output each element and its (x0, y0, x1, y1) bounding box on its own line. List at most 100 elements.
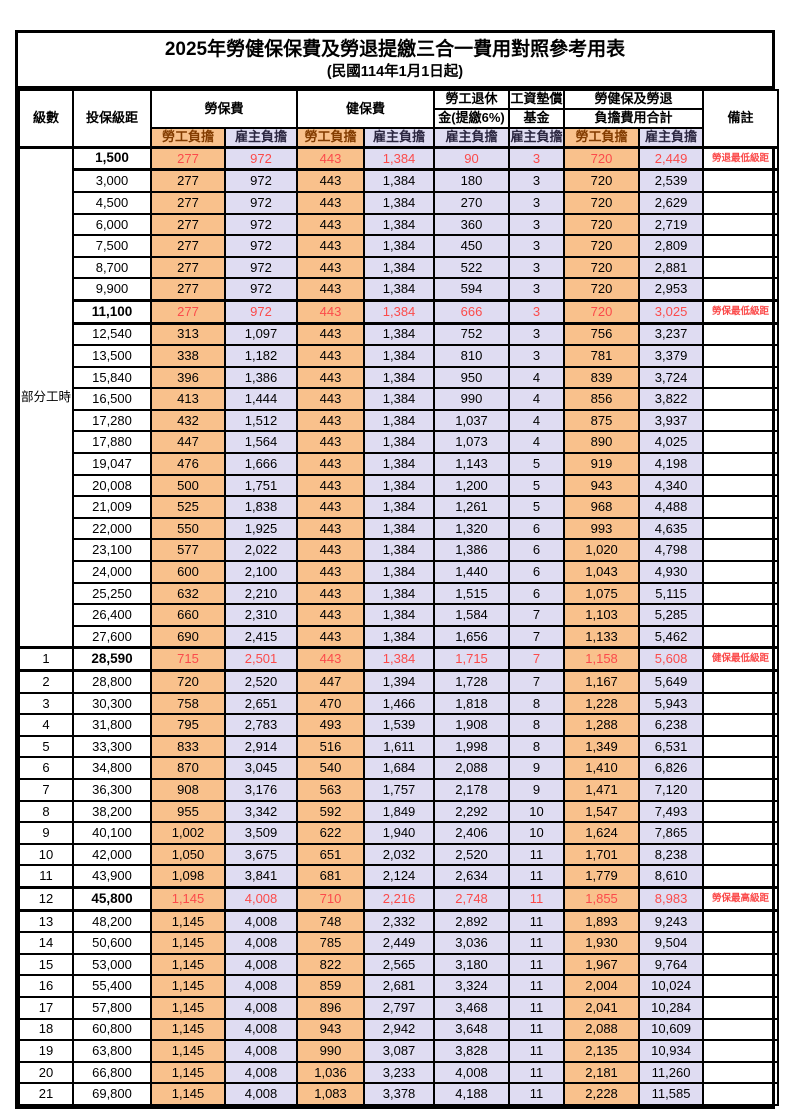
cell-health-employer: 1,384 (363, 452, 436, 476)
cell-pension-employer: 2,634 (433, 864, 511, 889)
cell-level: 1 (18, 646, 74, 672)
table-body: 部分工時 1,500 277 972 443 1,384 90 3 720 2,449 勞退最低級距… (18, 145, 780, 1106)
header-health-insurance: 健保費 (296, 88, 436, 129)
cell-total-worker: 968 (563, 495, 641, 519)
cell-total-worker: 1,103 (563, 603, 641, 627)
cell-remark (702, 516, 780, 541)
cell-labor-employer: 4,008 (223, 931, 299, 955)
cell-pension-employer: 2,178 (433, 778, 511, 802)
cell-labor-employer: 4,008 (223, 1039, 299, 1063)
cell-labor-employer: 2,100 (223, 560, 299, 584)
cell-total-employer: 10,024 (638, 974, 705, 998)
cell-insured-bracket: 27,600 (72, 624, 152, 649)
cell-health-worker: 493 (296, 713, 366, 737)
cell-wage-fund-employer: 5 (508, 495, 566, 519)
cell-pension-employer: 1,515 (433, 581, 511, 606)
table-row: 17 57,800 1,145 4,008 896 2,797 3,468 11 2,041 10… (18, 995, 780, 1020)
cell-pension-employer: 2,748 (433, 885, 511, 912)
cell-labor-employer: 2,022 (223, 538, 299, 563)
cell-level: 4 (18, 713, 74, 737)
table-row: 3 30,300 758 2,651 470 1,466 1,818 8 1,228 5,943 (18, 691, 780, 716)
reference-table-frame: 2025年勞健保保費及勞退提繳三合一費用對照參考用表 (民國114年1月1日起)… (15, 30, 780, 1109)
cell-pension-employer: 950 (433, 365, 511, 390)
cell-insured-bracket: 16,500 (72, 387, 152, 411)
cell-wage-fund-employer: 3 (508, 145, 566, 172)
table-row: 21,009 525 1,838 443 1,384 1,261 5 968 4,488 (19, 495, 780, 519)
cell-labor-worker: 413 (150, 387, 226, 411)
cell-remark (702, 538, 780, 563)
cell-pension-employer: 1,908 (433, 713, 511, 737)
cell-pension-employer: 1,728 (433, 669, 511, 694)
table-row: 20 66,800 1,145 4,008 1,036 3,233 4,008 11 2,181… (18, 1060, 780, 1085)
cell-labor-employer: 4,008 (223, 952, 299, 977)
cell-insured-bracket: 31,800 (72, 713, 152, 737)
header-total-line2: 負擔費用合計 (563, 107, 705, 129)
cell-pension-employer: 270 (433, 190, 511, 215)
cell-health-worker: 470 (296, 691, 366, 716)
cell-remark (702, 212, 780, 237)
cell-level: 13 (18, 909, 74, 934)
cell-remark (702, 581, 780, 606)
cell-health-employer: 1,849 (363, 799, 436, 824)
cell-pension-employer: 90 (433, 145, 511, 172)
cell-labor-employer: 4,008 (223, 885, 299, 912)
cell-health-employer: 1,384 (363, 538, 436, 563)
cell-total-worker: 943 (563, 473, 641, 498)
table-row: 2 28,800 720 2,520 447 1,394 1,728 7 1,167 5,649 (18, 669, 780, 694)
cell-health-employer: 1,384 (363, 322, 436, 347)
cell-pension-employer: 3,180 (433, 952, 511, 977)
table-row: 1 28,590 715 2,501 443 1,384 1,715 7 1,158 5,608 健… (18, 646, 780, 672)
cell-labor-employer: 3,841 (223, 864, 299, 889)
cell-insured-bracket: 7,500 (72, 234, 152, 258)
cell-total-worker: 1,967 (563, 952, 641, 977)
cell-remark (702, 713, 780, 737)
cell-health-employer: 2,332 (363, 909, 436, 934)
cell-health-employer: 1,384 (363, 560, 436, 584)
cell-labor-employer: 4,008 (223, 974, 299, 998)
cell-pension-employer: 2,406 (433, 821, 511, 845)
table-row: 22,000 550 1,925 443 1,384 1,320 6 993 4,635 (19, 516, 780, 541)
cell-health-worker: 622 (296, 821, 366, 845)
table-row: 6 34,800 870 3,045 540 1,684 2,088 9 1,410 6,826 (18, 756, 780, 780)
cell-health-worker: 651 (296, 842, 366, 867)
cell-remark (702, 842, 780, 867)
cell-health-worker: 540 (296, 756, 366, 780)
cell-labor-worker: 500 (150, 473, 226, 498)
cell-wage-fund-employer: 7 (508, 624, 566, 649)
cell-total-employer: 3,237 (638, 322, 705, 347)
cell-total-worker: 2,135 (563, 1039, 641, 1063)
cell-health-employer: 1,384 (363, 168, 436, 193)
cell-insured-bracket: 8,700 (72, 255, 152, 280)
cell-labor-worker: 277 (150, 277, 226, 302)
cell-level: 11 (18, 864, 74, 889)
cell-pension-employer: 360 (433, 212, 511, 237)
table-row: 15,840 396 1,386 443 1,384 950 4 839 3,724 (19, 365, 780, 390)
cell-insured-bracket: 13,500 (72, 344, 152, 368)
cell-wage-fund-employer: 11 (508, 1060, 566, 1085)
cell-total-employer: 2,719 (638, 212, 705, 237)
cell-labor-employer: 4,008 (223, 1017, 299, 1042)
cell-labor-employer: 3,176 (223, 778, 299, 802)
cell-total-worker: 1,547 (563, 799, 641, 824)
cell-labor-employer: 2,783 (223, 713, 299, 737)
table-row: 9 40,100 1,002 3,509 622 1,940 2,406 10 1,624 7,8… (18, 821, 780, 845)
cell-total-worker: 720 (563, 298, 641, 325)
cell-total-employer: 7,493 (638, 799, 705, 824)
cell-wage-fund-employer: 11 (508, 931, 566, 955)
cell-health-employer: 1,384 (363, 473, 436, 498)
cell-pension-employer: 1,998 (433, 734, 511, 759)
cell-level: 20 (18, 1060, 74, 1085)
cell-insured-bracket: 60,800 (72, 1017, 152, 1042)
cell-total-worker: 720 (563, 168, 641, 193)
cell-health-employer: 3,233 (363, 1060, 436, 1085)
cell-remark (702, 1082, 780, 1106)
cell-labor-employer: 1,564 (223, 430, 299, 455)
cell-insured-bracket: 50,600 (72, 931, 152, 955)
cell-labor-worker: 277 (150, 145, 226, 172)
cell-remark (702, 344, 780, 368)
cell-labor-employer: 972 (223, 145, 299, 172)
cell-wage-fund-employer: 6 (508, 581, 566, 606)
cell-total-employer: 3,822 (638, 387, 705, 411)
cell-labor-employer: 972 (223, 298, 299, 325)
cell-level: 2 (18, 669, 74, 694)
